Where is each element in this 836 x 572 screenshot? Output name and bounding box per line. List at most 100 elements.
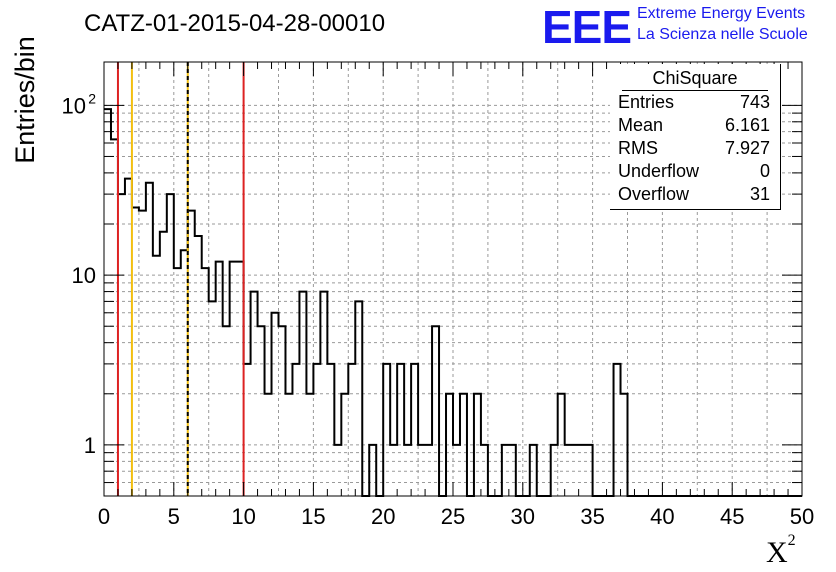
histogram-bin	[132, 208, 139, 496]
histogram-bin	[299, 292, 306, 496]
histogram-bin	[502, 445, 509, 496]
histogram-bin	[453, 445, 460, 496]
logo-mark: EEE	[542, 1, 632, 53]
histogram-bin	[104, 109, 111, 496]
x-tick-label: 50	[790, 504, 814, 529]
stat-row-underflow: Underflow 0	[618, 161, 774, 183]
threshold-lines	[116, 62, 245, 496]
histogram-bin	[167, 194, 174, 496]
histogram-bin	[237, 262, 244, 496]
x-tick-label: 20	[371, 504, 395, 529]
stat-row-overflow: Overflow 31	[618, 184, 774, 206]
histogram-bin	[216, 262, 223, 496]
x-axis-label: X2	[766, 532, 796, 569]
histogram-bin	[244, 364, 251, 496]
histogram-bin	[558, 394, 565, 496]
stat-key: Underflow	[618, 161, 700, 181]
histogram-bin	[292, 364, 299, 496]
histogram-bin	[432, 326, 439, 496]
histogram-bin	[251, 292, 258, 496]
logo-line-1: Extreme Energy Events	[637, 5, 806, 22]
histogram-bin	[621, 394, 628, 496]
histogram-bin	[230, 262, 237, 496]
x-tick-label: 30	[511, 504, 535, 529]
histogram-bin	[125, 179, 132, 496]
histogram-bin	[348, 364, 355, 496]
stats-title: ChiSquare	[652, 68, 738, 88]
x-tick-label: 40	[650, 504, 674, 529]
histogram-outline	[104, 108, 802, 497]
histogram-bin	[390, 445, 397, 496]
histogram-bin	[572, 445, 579, 496]
histogram-bin	[181, 250, 188, 496]
histogram-bin	[139, 211, 146, 496]
histogram-bin	[383, 364, 390, 496]
histogram-bin	[160, 232, 167, 496]
histogram-bin	[146, 183, 153, 496]
histogram-bin	[369, 445, 376, 496]
chart-title: CATZ-01-2015-04-28-00010	[84, 10, 386, 37]
histogram-bin	[411, 364, 418, 496]
histogram-bin	[320, 292, 327, 496]
stat-key: Mean	[618, 115, 664, 135]
eee-logo: EEE Extreme Energy Events La Scienza nel…	[542, 1, 836, 53]
stat-value: 0	[759, 161, 770, 181]
histogram-bin	[195, 236, 202, 496]
histogram-bin	[460, 394, 467, 496]
stat-value: 31	[749, 184, 770, 204]
stat-row-entries: Entries 743	[618, 92, 774, 114]
histogram-bin	[614, 364, 621, 496]
histogram-bin	[579, 445, 586, 496]
x-tick-label: 45	[720, 504, 744, 529]
histogram-bin	[530, 445, 537, 496]
y-tick-label: 1	[84, 433, 96, 458]
stat-value: 743	[739, 92, 770, 112]
histogram-bin	[509, 445, 516, 496]
histogram-bin	[272, 313, 279, 496]
stat-key: RMS	[618, 138, 658, 158]
histogram-bin	[223, 326, 230, 496]
histogram-bin	[446, 394, 453, 496]
histogram-bin	[174, 268, 181, 496]
x-tick-label: 0	[98, 504, 110, 529]
histogram-bin	[285, 394, 292, 496]
stat-row-mean: Mean 6.161	[618, 115, 774, 137]
y-tick-label: 10	[72, 263, 96, 288]
histogram-bin	[474, 394, 481, 496]
y-tick-label: 10	[62, 93, 86, 118]
x-tick-label: 25	[441, 504, 465, 529]
histogram-bin	[334, 445, 341, 496]
stat-key: Entries	[618, 92, 675, 112]
histogram-bin	[153, 256, 160, 496]
histogram-bin	[111, 139, 118, 496]
histogram-bin	[327, 364, 334, 496]
x-tick-label: 10	[231, 504, 255, 529]
histogram-bin	[586, 445, 593, 496]
histogram-bin	[418, 445, 425, 496]
histogram-bin	[188, 211, 195, 496]
stats-title-underline	[622, 90, 768, 91]
histogram-bin	[306, 394, 313, 496]
stats-box: ChiSquare Entries 743 Mean 6.161 RMS 7.9…	[610, 64, 781, 210]
stat-key: Overflow	[618, 184, 690, 204]
y-tick-label-exponent: 2	[88, 90, 96, 106]
histogram-bin	[355, 301, 362, 496]
histogram-bin	[341, 394, 348, 496]
x-tick-label: 15	[301, 504, 325, 529]
stat-row-rms: RMS 7.927	[618, 138, 774, 160]
histogram-bin	[265, 394, 272, 496]
histogram-bin	[481, 445, 488, 496]
histogram-layer	[104, 108, 802, 497]
histogram-bin	[209, 301, 216, 496]
histogram-bin	[118, 194, 125, 496]
histogram-bin	[258, 326, 265, 496]
histogram-bin	[565, 445, 572, 496]
histogram-bin	[425, 445, 432, 496]
logo-line-2: La Scienza nelle Scuole	[637, 26, 808, 43]
histogram-bin	[313, 364, 320, 496]
histogram-bin	[202, 268, 209, 496]
x-tick-label: 5	[168, 504, 180, 529]
